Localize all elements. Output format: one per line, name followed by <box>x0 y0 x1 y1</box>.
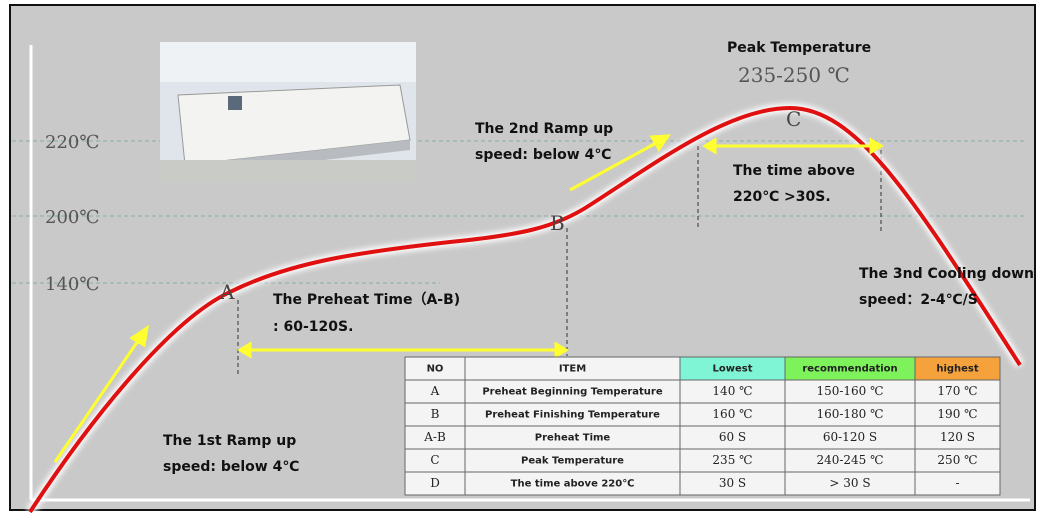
note: The 1st Ramp up <box>163 433 296 449</box>
point-label: A <box>219 280 235 304</box>
note: speed: below 4℃ <box>475 147 611 163</box>
cell-text: A <box>430 384 440 398</box>
cell-text: 190 ℃ <box>937 407 977 421</box>
note: : 60-120S. <box>273 319 353 335</box>
cell-text: Peak Temperature <box>521 456 624 467</box>
cell-text: 120 S <box>940 430 975 444</box>
cell-text: 160 ℃ <box>712 407 752 421</box>
cell-text: The time above 220℃ <box>511 479 635 490</box>
cell-text: 250 ℃ <box>937 453 977 467</box>
point-label: C <box>786 107 801 131</box>
photo-floor <box>160 160 416 182</box>
oven-photo <box>160 42 416 182</box>
note: speed: below 4℃ <box>163 459 299 475</box>
header-text: NO <box>427 364 444 375</box>
cell-text: C <box>430 453 439 467</box>
header-text: ITEM <box>559 364 586 375</box>
cell-text: 150-160 ℃ <box>816 384 883 398</box>
note: The Preheat Time（A-B) <box>273 292 460 308</box>
photo-ceiling <box>160 42 416 82</box>
header-text: highest <box>936 364 979 375</box>
note: speed：2-4℃/S <box>859 292 978 308</box>
point-label: B <box>550 211 565 235</box>
spec-table: NO ITEM Lowest recommendation highest A Prehea… <box>405 357 1000 495</box>
temp-label: 200℃ <box>45 207 100 228</box>
cell-text: 30 S <box>719 476 746 490</box>
cell-text: 60 S <box>719 430 746 444</box>
profile-diagram: Peak Temperature 235-250 ℃ 220℃ 200℃ 140… <box>0 0 1041 518</box>
temp-label: 140℃ <box>45 274 100 295</box>
cell-text: D <box>430 476 440 490</box>
cell-text: - <box>955 476 959 490</box>
oven-screen <box>228 96 242 110</box>
cell-text: 60-120 S <box>823 430 877 444</box>
peak-title: Peak Temperature <box>727 40 871 56</box>
header-text: Lowest <box>713 364 753 375</box>
cell-text: 170 ℃ <box>937 384 977 398</box>
cell-text: B <box>431 407 440 421</box>
cell-text: Preheat Beginning Temperature <box>482 387 663 398</box>
temp-label: 220℃ <box>45 132 100 153</box>
cell-text: 235 ℃ <box>712 453 752 467</box>
note: The 3nd Cooling down <box>859 266 1034 282</box>
note: The 2nd Ramp up <box>475 121 613 137</box>
peak-range: 235-250 ℃ <box>738 63 850 87</box>
cell-text: Preheat Finishing Temperature <box>485 410 660 421</box>
cell-text: A-B <box>423 430 446 444</box>
cell-text: Preheat Time <box>535 433 611 444</box>
cell-text: > 30 S <box>829 476 870 490</box>
cell-text: 140 ℃ <box>712 384 752 398</box>
cell-text: 160-180 ℃ <box>816 407 883 421</box>
header-text: recommendation <box>802 364 897 375</box>
note: 220℃ >30S. <box>733 189 831 205</box>
note: The time above <box>733 163 855 179</box>
cell-text: 240-245 ℃ <box>816 453 883 467</box>
